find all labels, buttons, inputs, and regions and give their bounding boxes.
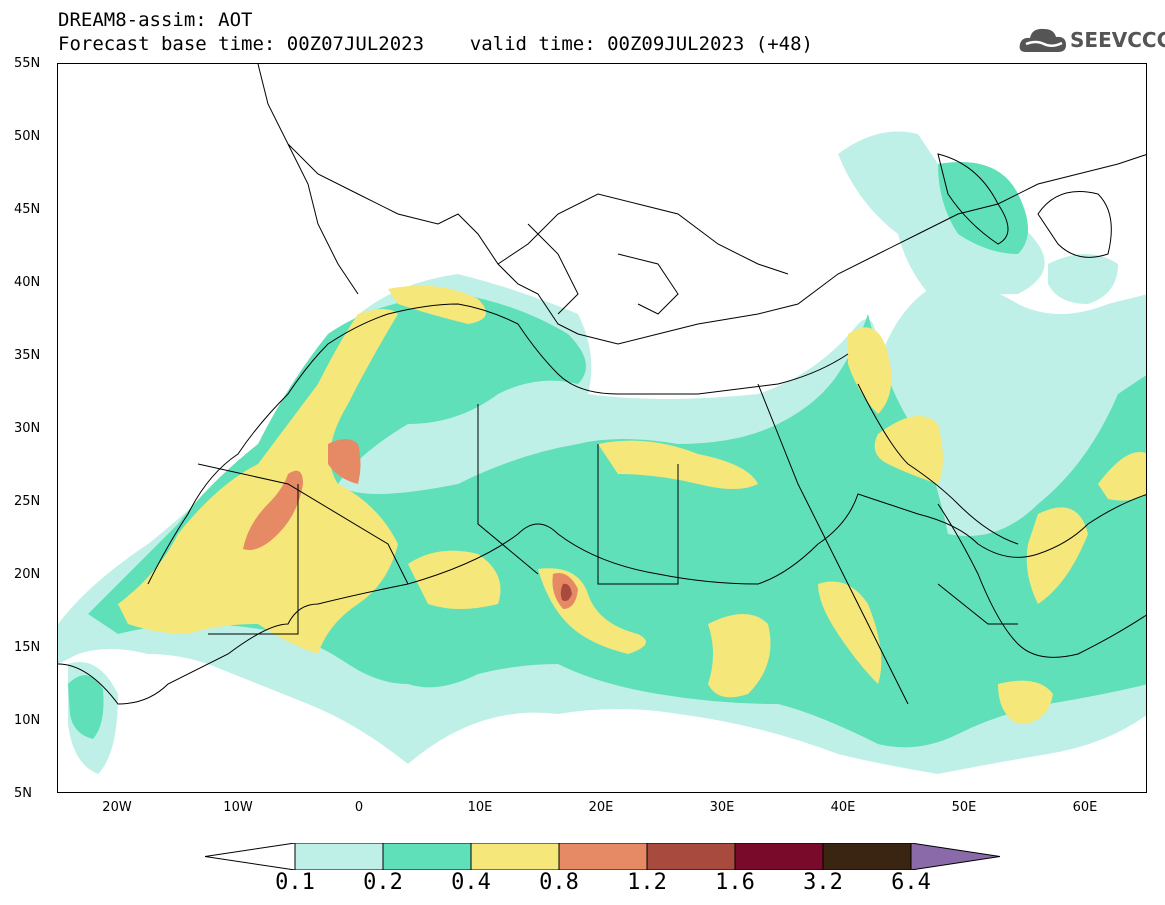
lat-label: 50N <box>14 129 41 144</box>
lat-label: 45N <box>14 202 41 217</box>
colorbar-segment-0.8 <box>558 843 648 870</box>
aot-map <box>57 63 1147 793</box>
lon-label: 10E <box>467 800 493 815</box>
colorbar-segment-0.2 <box>382 843 472 870</box>
colorbar-segment-0.1 <box>294 843 384 870</box>
lon-label: 50E <box>951 800 977 815</box>
colorbar-label: 0.1 <box>275 870 315 895</box>
lon-label: 30E <box>709 800 735 815</box>
lat-label: 40N <box>14 275 41 290</box>
lon-label: 40E <box>830 800 856 815</box>
map-title: DREAM8-assim: AOT <box>58 9 253 31</box>
lat-label: 10N <box>14 713 41 728</box>
colorbar-segment-1.6 <box>734 843 824 870</box>
cloud-icon <box>1019 28 1066 52</box>
lon-label: 20E <box>588 800 614 815</box>
aot-level-1.2 <box>560 583 572 602</box>
colorbar-label: 0.4 <box>451 870 491 895</box>
lat-label: 5N <box>14 786 32 801</box>
colorbar-under-arrow <box>205 843 296 870</box>
colorbar-label: 3.2 <box>803 870 843 895</box>
lat-label: 15N <box>14 640 41 655</box>
coastlines <box>58 64 1146 705</box>
lat-label: 20N <box>14 567 41 582</box>
colorbar-over-arrow <box>910 843 1000 870</box>
aot-field <box>58 64 1146 774</box>
colorbar-label: 6.4 <box>891 870 931 895</box>
logo-text: SEEVCCC <box>1070 28 1165 52</box>
colorbar-segment-1.2 <box>646 843 736 870</box>
lon-label: 60E <box>1072 800 1098 815</box>
lat-label: 25N <box>14 494 41 509</box>
lon-label: 20W <box>102 800 132 815</box>
forecast-time-line: Forecast base time: 00Z07JUL2023 valid t… <box>58 33 813 55</box>
colorbar-label: 1.2 <box>627 870 667 895</box>
lon-label: 10W <box>223 800 253 815</box>
lat-label: 30N <box>14 421 41 436</box>
colorbar-label: 0.2 <box>363 870 403 895</box>
lon-label: 0 <box>354 800 364 815</box>
colorbar <box>205 843 1000 870</box>
lat-label: 35N <box>14 348 41 363</box>
lat-label: 55N <box>14 56 41 71</box>
colorbar-label: 1.6 <box>715 870 755 895</box>
seevccc-logo: SEEVCCC <box>1018 22 1165 58</box>
colorbar-segment-0.4 <box>470 843 560 870</box>
colorbar-label: 0.8 <box>539 870 579 895</box>
colorbar-segment-3.2 <box>822 843 912 870</box>
